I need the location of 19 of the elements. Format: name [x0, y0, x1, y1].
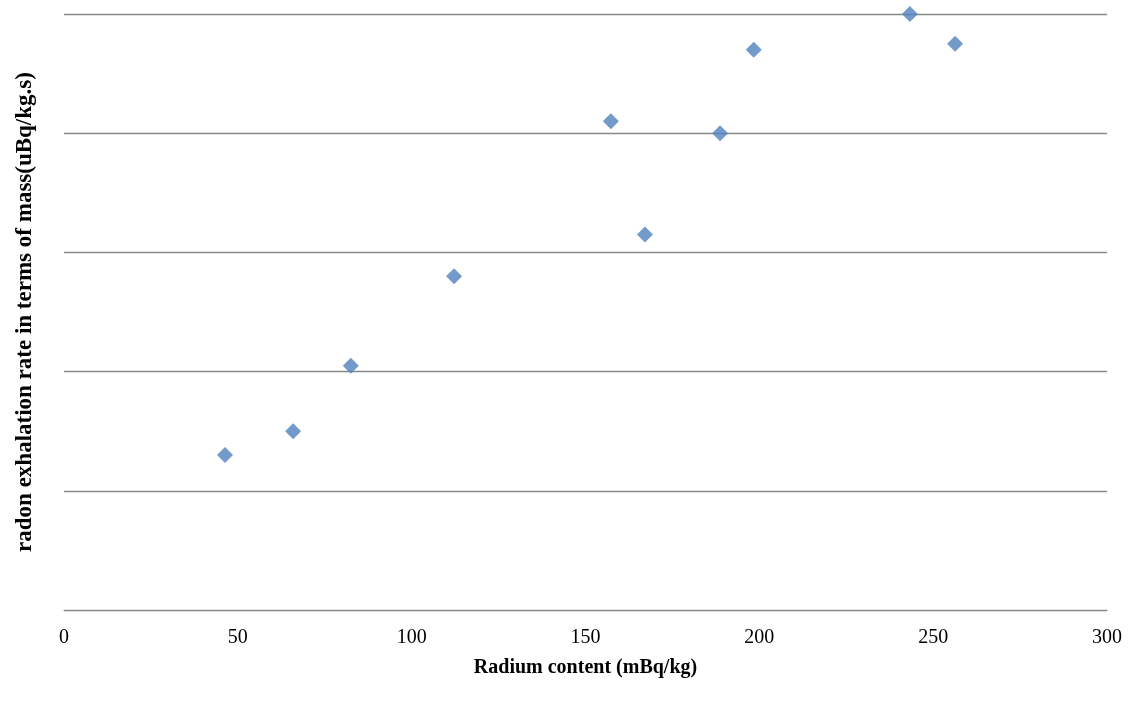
x-tick-label: 100 — [396, 625, 427, 647]
x-tick-label: 300 — [1092, 625, 1122, 647]
x-tick-label: 250 — [918, 625, 949, 647]
point — [216, 447, 233, 464]
x-tick-label: 50 — [227, 625, 248, 647]
point — [446, 268, 463, 285]
point — [636, 226, 653, 243]
point — [947, 35, 964, 52]
point — [745, 41, 762, 58]
x-tick-label: 150 — [570, 625, 601, 647]
x-tick-label: 200 — [744, 625, 775, 647]
point — [342, 357, 359, 374]
point — [901, 6, 918, 22]
point — [712, 125, 729, 142]
x-axis-title: Radium content (mBq/kg) — [473, 655, 698, 678]
y-axis-title: radon exhalation rate in terms of mass(uBq/kg.s) — [10, 72, 36, 552]
x-tick-label: 0 — [59, 625, 69, 647]
point — [285, 423, 302, 440]
point — [602, 113, 619, 130]
